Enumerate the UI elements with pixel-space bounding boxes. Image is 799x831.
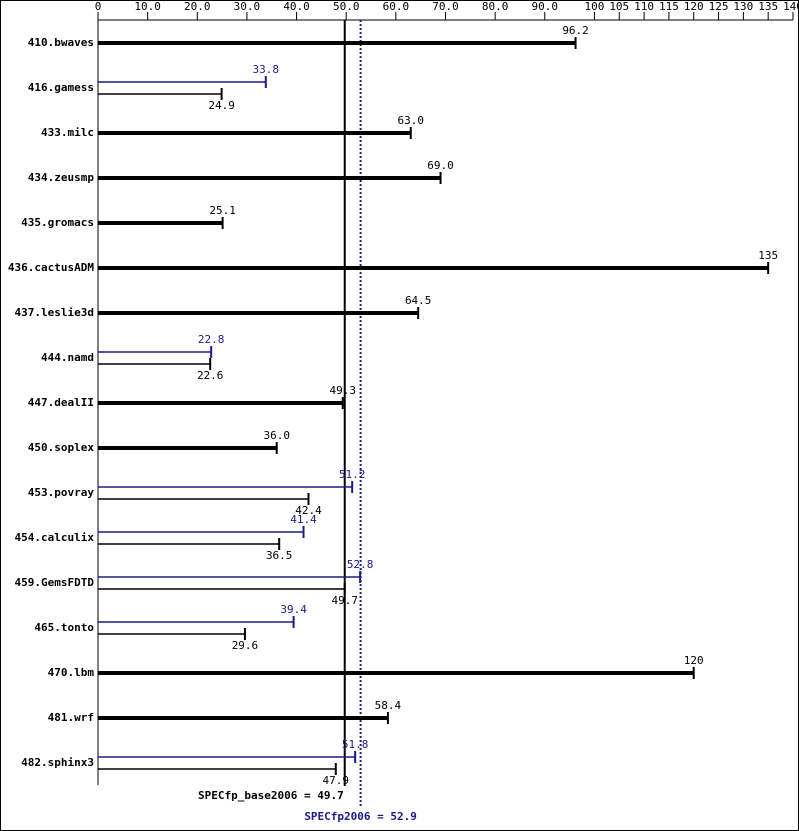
value-label: 64.5	[405, 294, 432, 307]
value-label: 33.8	[253, 63, 280, 76]
bar	[98, 176, 441, 180]
bar	[98, 621, 294, 623]
category-label: 454.calculix	[15, 531, 95, 544]
value-label: 42.4	[295, 504, 322, 517]
category-label: 459.GemsFDTD	[15, 576, 95, 589]
x-tick-label: 125	[709, 0, 729, 13]
x-tick-label: 115	[659, 0, 679, 13]
x-tick-label: 140	[783, 0, 799, 13]
category-label: 434.zeusmp	[28, 171, 95, 184]
category-label: 444.namd	[41, 351, 94, 364]
bar	[98, 716, 388, 720]
value-label: 22.8	[198, 333, 225, 346]
value-label: 51.8	[342, 738, 369, 751]
bar	[98, 41, 576, 45]
x-tick-label: 50.0	[333, 0, 360, 13]
x-tick-label: 20.0	[184, 0, 211, 13]
value-label: 69.0	[427, 159, 454, 172]
category-label: 453.povray	[28, 486, 95, 499]
bar	[98, 221, 223, 225]
x-tick-label: 135	[758, 0, 778, 13]
value-label: 96.2	[562, 24, 589, 37]
bar	[98, 486, 353, 488]
bar	[98, 531, 304, 533]
bar	[98, 363, 211, 365]
x-tick-label: 120	[684, 0, 704, 13]
x-tick-label: 90.0	[532, 0, 559, 13]
value-label: 120	[684, 654, 704, 667]
bar	[98, 588, 345, 590]
value-label: 22.6	[197, 369, 224, 382]
category-label: 436.cactusADM	[8, 261, 94, 274]
value-label: 135	[758, 249, 778, 262]
value-label: 36.0	[263, 429, 290, 442]
category-label: 447.dealII	[28, 396, 94, 409]
value-label: 24.9	[208, 99, 235, 112]
category-label: 410.bwaves	[28, 36, 94, 49]
category-label: 470.lbm	[48, 666, 95, 679]
category-label: 450.soplex	[28, 441, 95, 454]
category-label: 481.wrf	[48, 711, 94, 724]
bar	[98, 633, 245, 635]
x-tick-label: 70.0	[432, 0, 459, 13]
value-label: 58.4	[375, 699, 402, 712]
bar	[98, 131, 411, 135]
bar	[98, 576, 361, 578]
x-tick-label: 105	[609, 0, 629, 13]
bar	[98, 768, 336, 770]
category-label: 465.tonto	[34, 621, 94, 634]
bar	[98, 311, 419, 315]
bar	[98, 446, 277, 450]
reference-label: SPECfp_base2006 = 49.7	[198, 789, 344, 802]
x-tick-label: 40.0	[283, 0, 310, 13]
category-label: 482.sphinx3	[21, 756, 94, 769]
bar	[98, 351, 212, 353]
bar	[98, 756, 356, 758]
x-tick-label: 80.0	[482, 0, 509, 13]
value-label: 52.8	[347, 558, 374, 571]
bar	[98, 401, 343, 405]
x-tick-label: 0	[95, 0, 102, 13]
category-label: 435.gromacs	[21, 216, 94, 229]
value-label: 39.4	[280, 603, 307, 616]
value-label: 41.4	[290, 513, 317, 526]
value-label: 63.0	[398, 114, 425, 127]
value-label: 49.3	[329, 384, 356, 397]
value-label: 25.1	[209, 204, 236, 217]
x-tick-label: 110	[634, 0, 654, 13]
bar	[98, 81, 266, 83]
category-label: 437.leslie3d	[15, 306, 94, 319]
value-label: 47.9	[323, 774, 350, 787]
category-label: 433.milc	[41, 126, 94, 139]
value-label: 51.2	[339, 468, 366, 481]
bar	[98, 671, 694, 675]
category-label: 416.gamess	[28, 81, 94, 94]
x-tick-label: 30.0	[234, 0, 261, 13]
x-tick-label: 10.0	[134, 0, 161, 13]
x-tick-label: 130	[733, 0, 753, 13]
value-label: 36.5	[266, 549, 293, 562]
reference-label: SPECfp2006 = 52.9	[304, 810, 417, 823]
bar	[98, 93, 222, 95]
bar	[98, 266, 769, 270]
bar	[98, 498, 309, 500]
value-label: 29.6	[232, 639, 259, 652]
value-label: 49.7	[331, 594, 358, 607]
x-tick-label: 60.0	[383, 0, 410, 13]
bar	[98, 543, 280, 545]
x-tick-label: 100	[584, 0, 604, 13]
